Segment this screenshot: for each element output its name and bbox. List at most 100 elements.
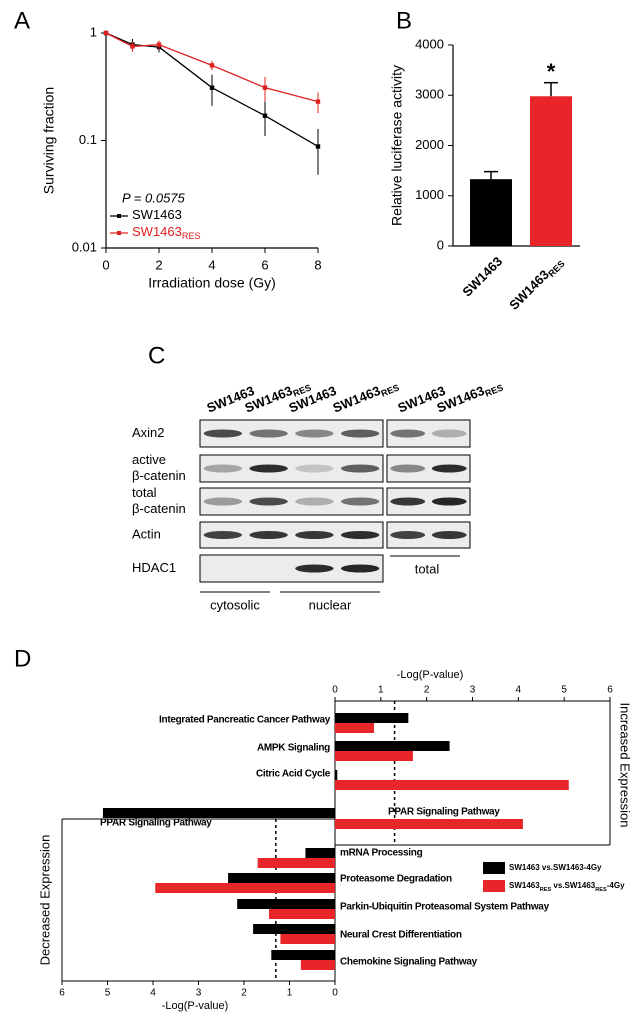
legend-marker — [117, 231, 121, 235]
bar — [155, 883, 335, 893]
bar — [280, 934, 335, 944]
y-axis-label: Relative luciferase activity — [389, 65, 405, 226]
x-tick-label: 2 — [424, 685, 430, 696]
blot-band — [295, 464, 334, 473]
category-label: Proteasome Degradation — [340, 874, 452, 885]
row-label: HDAC1 — [132, 560, 176, 575]
category-label: mRNA Processing — [340, 848, 423, 859]
bar — [335, 751, 413, 761]
x-tick-label: 0 — [102, 257, 109, 272]
bar — [335, 780, 569, 790]
legend-label-part: SW1463 — [132, 224, 182, 239]
x-tick-label: 2 — [155, 257, 162, 272]
legend-label-part: vs.SW1463 — [551, 881, 596, 890]
blot-band — [340, 497, 380, 506]
x-axis-label: -Log(P-value) — [162, 1000, 229, 1012]
bar — [269, 909, 335, 919]
bar — [335, 723, 374, 733]
category-label: PPAR Signaling Pathway — [100, 818, 212, 829]
legend-label-part: SW1463 — [132, 207, 182, 222]
blot-band — [340, 531, 380, 539]
side-label: Increased Expression — [618, 702, 633, 827]
x-axis-label: -Log(P-value) — [397, 669, 464, 681]
blot-band — [340, 464, 380, 473]
x-tick-label: 5 — [105, 988, 111, 999]
row-label: Actin — [132, 526, 161, 541]
data-point — [209, 63, 215, 68]
y-tick-label: 2000 — [415, 137, 444, 152]
bar — [102, 808, 335, 818]
bar — [305, 848, 335, 858]
bar — [228, 873, 335, 883]
panel-label: C — [148, 342, 165, 369]
column-header: SW1463RES — [435, 376, 505, 417]
legend-label-subscript: RES — [540, 887, 552, 893]
bar — [335, 741, 450, 751]
x-tick-label: SW1463RES — [506, 254, 566, 314]
y-tick-label: 0.1 — [79, 132, 97, 147]
blot-band — [249, 429, 288, 438]
x-tick-label: SW1463 — [460, 254, 506, 300]
fit-line — [105, 32, 319, 103]
y-tick-label: 3000 — [415, 87, 444, 102]
x-tick-label: 1 — [378, 685, 384, 696]
group-label: nuclear — [309, 597, 352, 612]
bar — [335, 713, 409, 723]
blot-band — [340, 429, 380, 438]
blot-band — [390, 531, 426, 539]
group-label: cytosolic — [210, 597, 260, 612]
x-axis-label: Irradiation dose (Gy) — [148, 275, 276, 291]
annotation: P = 0.0575 — [122, 190, 186, 205]
bar — [335, 819, 523, 829]
row-label: Axin2 — [132, 425, 165, 440]
bar — [335, 770, 338, 780]
x-tick-label: 3 — [196, 988, 202, 999]
x-tick-label: 1 — [287, 988, 293, 999]
column-header-part: SW1463 — [331, 383, 383, 416]
blot-band — [249, 464, 288, 473]
data-point — [156, 42, 162, 47]
bar — [237, 899, 335, 909]
blot-band — [390, 497, 426, 506]
x-tick-label-part: SW1463 — [506, 267, 552, 313]
data-point — [315, 144, 321, 149]
legend-marker — [117, 214, 121, 218]
blot-band — [340, 564, 380, 573]
legend-label: SW1463RES vs.SW1463RES-4Gy — [509, 881, 625, 893]
data-point — [130, 44, 135, 49]
blot-band — [390, 429, 426, 438]
column-header-subscript: RES — [484, 383, 505, 399]
x-tick-label: 0 — [332, 685, 338, 696]
blot-band — [295, 497, 334, 506]
legend-label: SW1463 — [132, 207, 182, 222]
category-label: Integrated Pancreatic Cancer Pathway — [159, 715, 331, 726]
x-tick-label: 4 — [516, 685, 522, 696]
x-tick-label: 0 — [332, 988, 338, 999]
column-header-subscript: RES — [380, 383, 401, 399]
x-tick-label-part: SW1463 — [460, 254, 506, 300]
blot-band — [203, 464, 243, 473]
x-tick-label: 6 — [607, 685, 613, 696]
data-point — [262, 85, 268, 90]
blot-band — [203, 429, 243, 438]
bar — [470, 179, 512, 246]
row-label: total — [132, 485, 157, 500]
category-label: Neural Crest Differentiation — [340, 930, 462, 941]
panel-label: D — [14, 645, 31, 672]
x-tick-label: 6 — [261, 257, 268, 272]
row-label: active — [132, 452, 166, 467]
legend-swatch — [483, 880, 505, 892]
category-label: Parkin-Ubiquitin Proteasomal System Path… — [340, 902, 550, 913]
fit-line — [105, 32, 319, 148]
panel-label: B — [396, 7, 412, 34]
y-tick-label: 0.01 — [72, 239, 97, 254]
y-tick-label: 0 — [437, 237, 444, 252]
category-label: AMPK Signaling — [257, 743, 330, 754]
bar — [253, 924, 335, 934]
y-axis-label: Surviving fraction — [41, 87, 57, 194]
legend-label-part: SW1463 vs.SW1463-4Gy — [509, 863, 602, 872]
row-label: β-catenin — [132, 468, 186, 483]
blot-band — [203, 497, 243, 506]
